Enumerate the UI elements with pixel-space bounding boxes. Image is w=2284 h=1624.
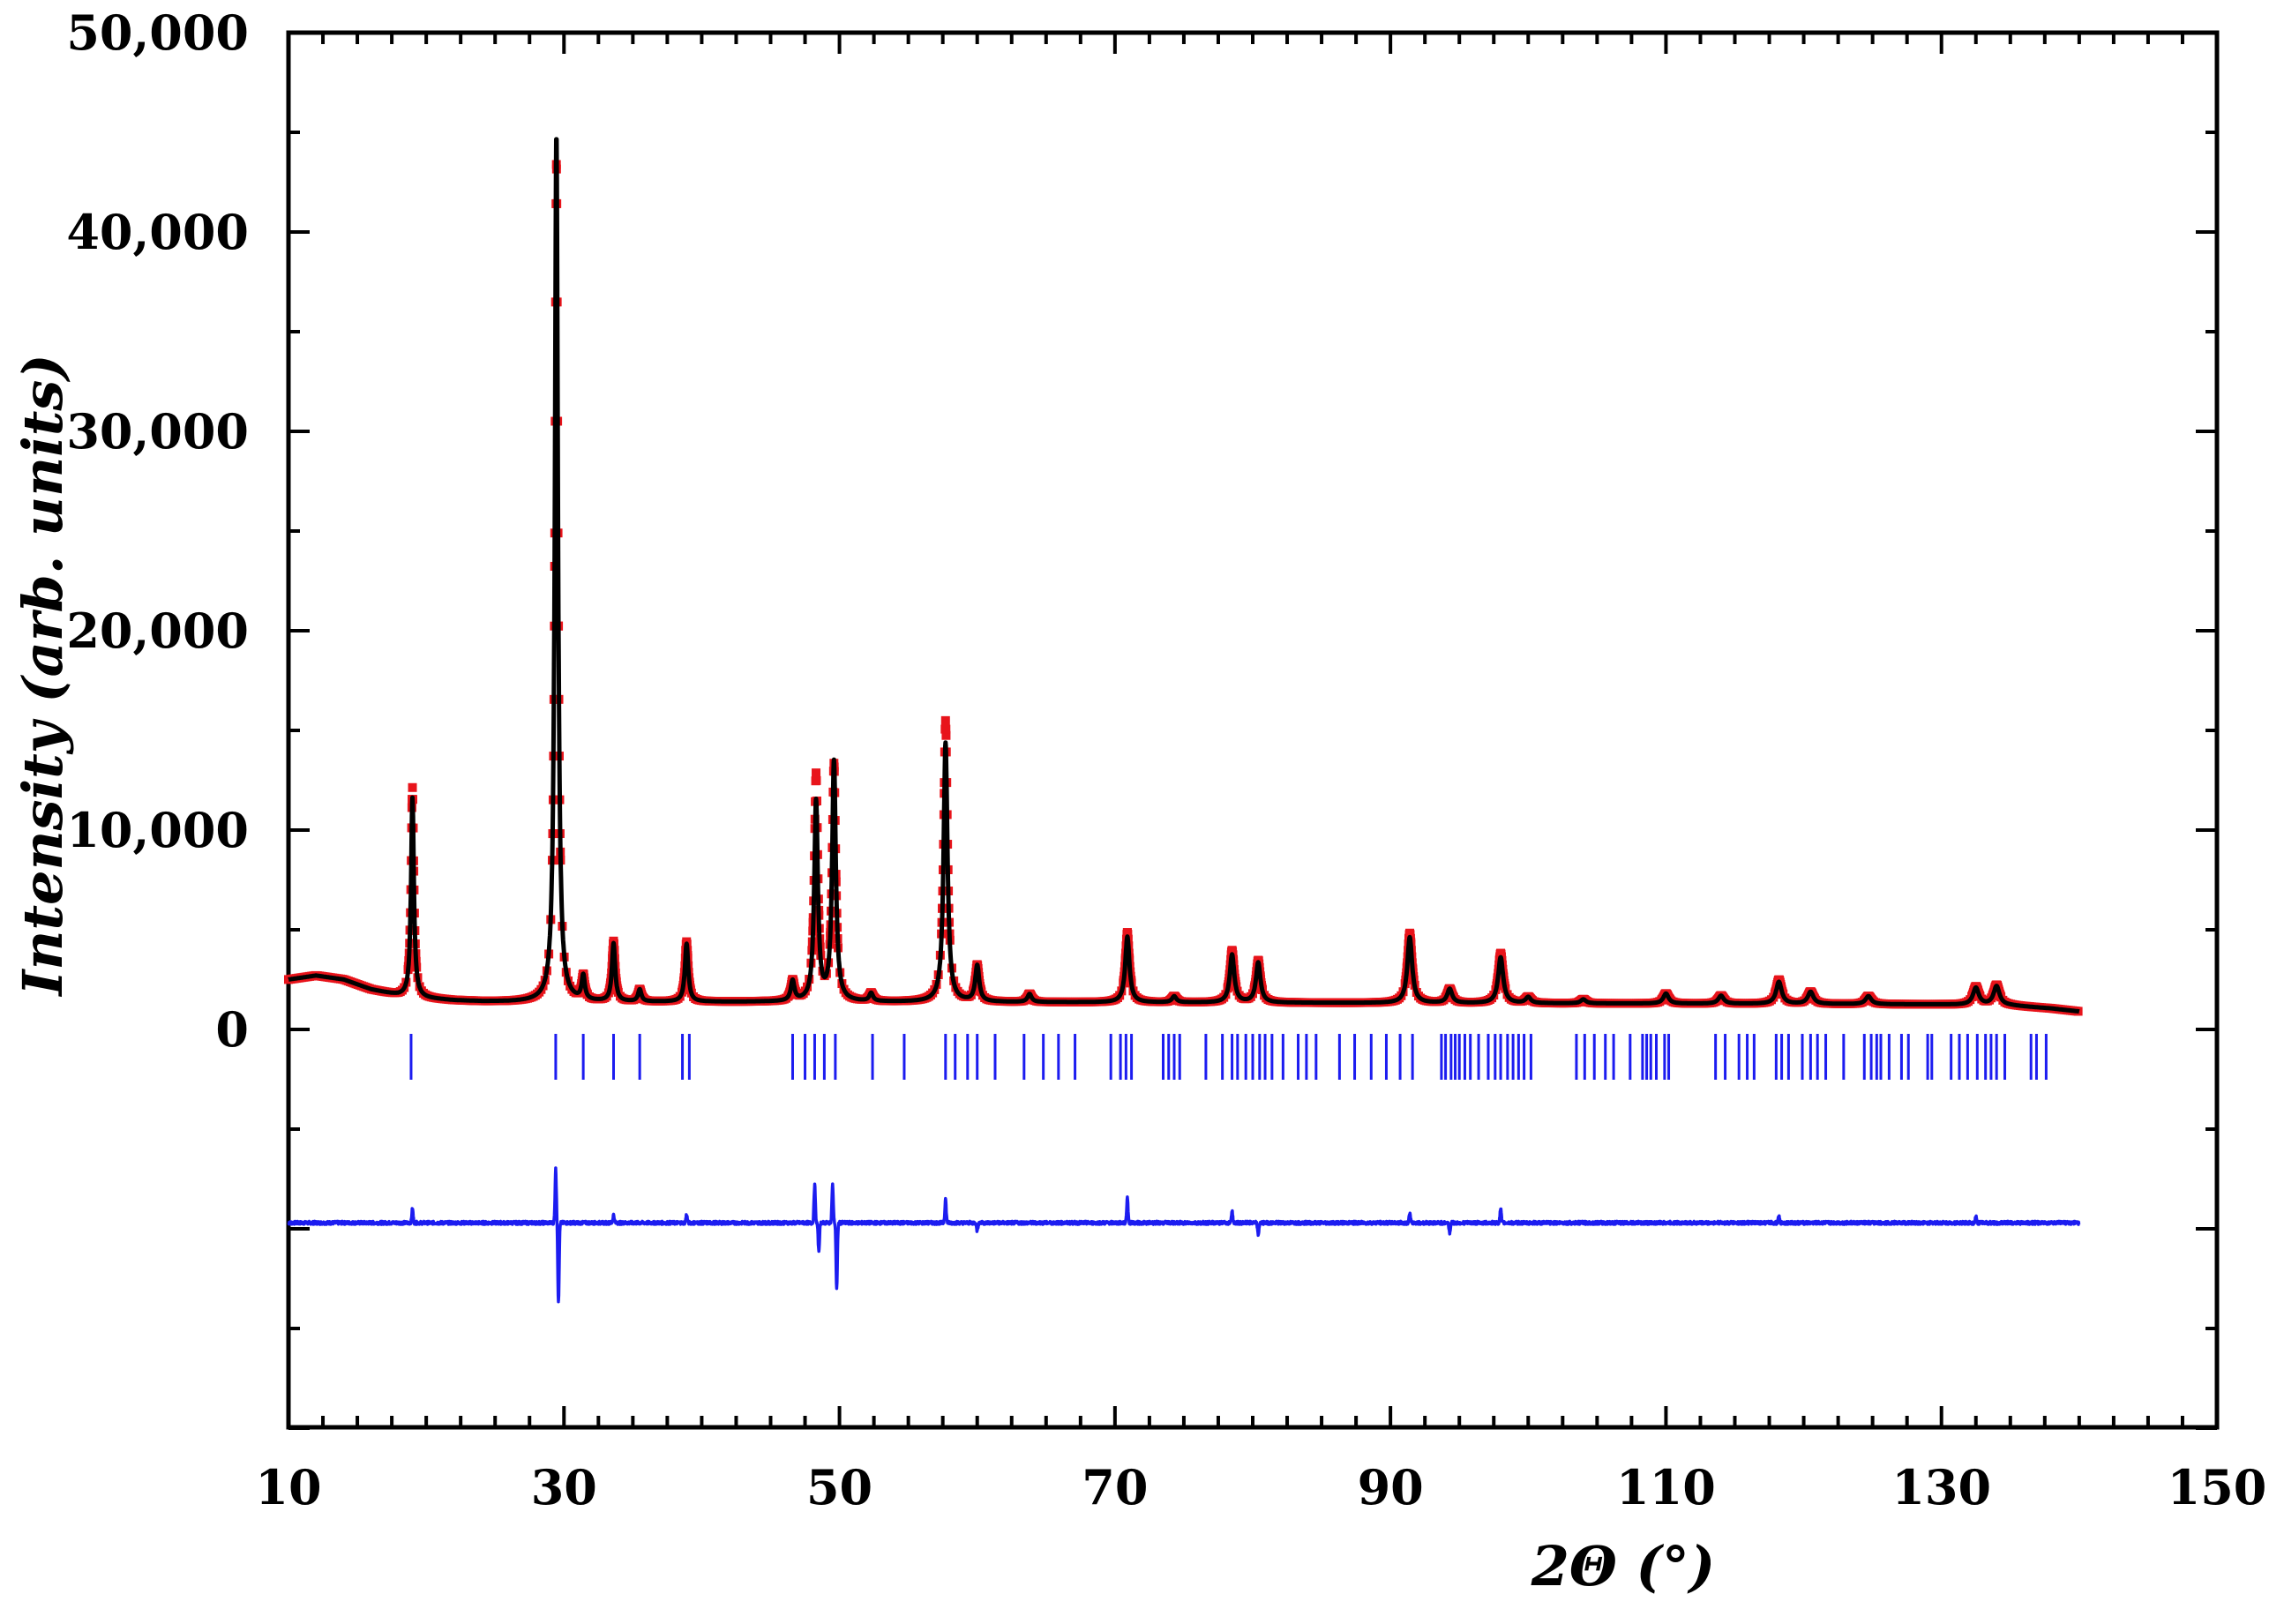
observed-point xyxy=(812,775,821,785)
y-tick-label: 20,000 xyxy=(66,602,249,659)
y-tick-label: 30,000 xyxy=(66,403,249,460)
observed-point xyxy=(1123,930,1133,939)
x-tick-label: 110 xyxy=(1616,1459,1716,1515)
x-tick-label: 150 xyxy=(2168,1459,2267,1515)
x-axis-title: 2Θ (°) xyxy=(1531,1534,1715,1598)
difference-curve-layer xyxy=(287,1166,2081,1304)
observed-point xyxy=(408,782,417,792)
plot-frame-layer xyxy=(286,30,2220,1430)
tick-layer xyxy=(287,31,2219,1430)
calculated-curve-layer xyxy=(286,137,2081,1014)
y-axis-title: Intensity (arb. units) xyxy=(11,354,75,997)
x-tick-label: 90 xyxy=(1358,1459,1424,1515)
observed-point xyxy=(940,715,950,725)
x-tick-label: 130 xyxy=(1891,1459,1991,1515)
observed-point xyxy=(812,768,821,778)
x-tick-label: 10 xyxy=(255,1459,321,1515)
calculated-curve xyxy=(286,137,2081,1014)
tick-label-layer: 10 30 50 70 90 110 130 150 0 10,000 20,000 30,000 40… xyxy=(66,4,2266,1515)
difference-curve xyxy=(287,1166,2081,1304)
y-tick-label: 0 xyxy=(215,1001,249,1058)
plot-frame xyxy=(286,30,2220,1430)
observed-point xyxy=(941,724,951,734)
y-tick-label: 50,000 xyxy=(66,4,249,61)
observed-point xyxy=(941,730,951,740)
reflection-markers xyxy=(409,1034,2048,1080)
x-tick-label: 50 xyxy=(806,1459,872,1515)
x-tick-label: 70 xyxy=(1082,1459,1148,1515)
x-tick-label: 30 xyxy=(531,1459,597,1515)
y-tick-label: 40,000 xyxy=(66,204,249,260)
y-tick-label: 10,000 xyxy=(66,802,249,858)
